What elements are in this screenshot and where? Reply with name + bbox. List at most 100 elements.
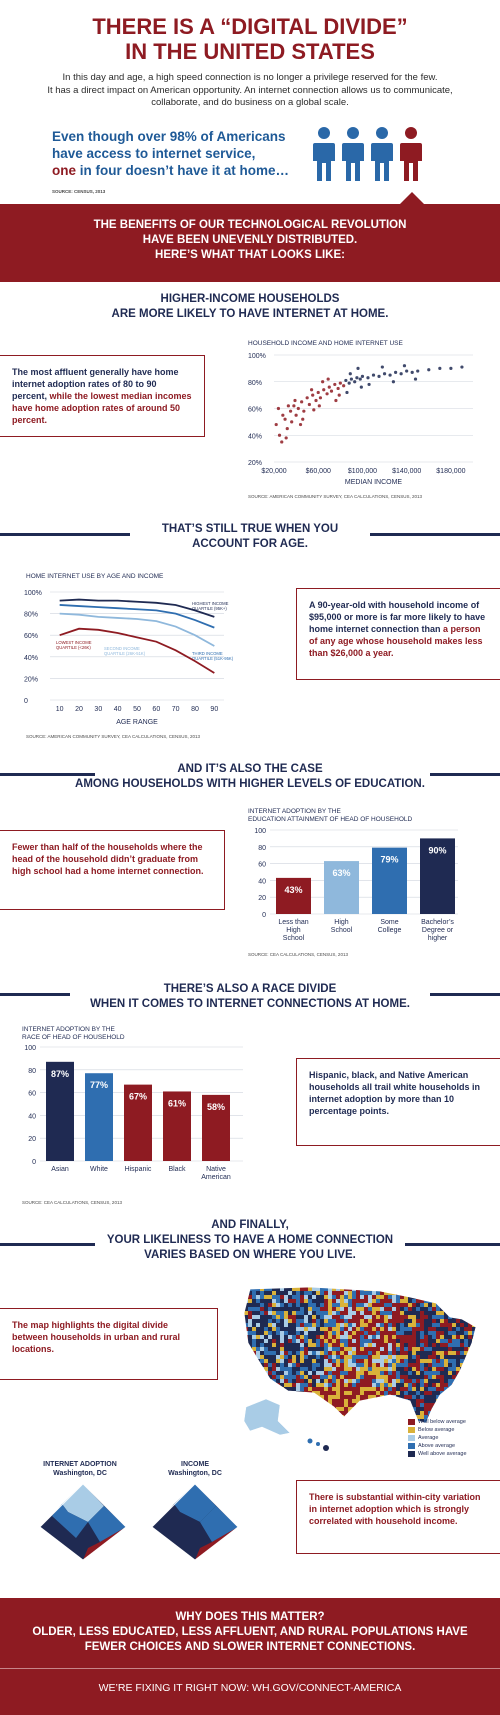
county-cell — [408, 1343, 412, 1347]
county-cell — [328, 1395, 332, 1399]
county-cell — [284, 1319, 288, 1323]
county-cell — [360, 1423, 364, 1427]
edu-heading-pre: AMONG HOUSEHOLDS WITH HIGHER LEVELS OF — [75, 778, 355, 790]
county-cell — [288, 1291, 292, 1295]
county-cell — [420, 1403, 424, 1407]
county-cell — [288, 1295, 292, 1299]
county-cell — [400, 1399, 404, 1403]
county-cell — [312, 1311, 316, 1315]
county-cell — [464, 1407, 468, 1411]
county-cell — [324, 1351, 328, 1355]
county-cell — [452, 1303, 456, 1307]
county-cell — [312, 1351, 316, 1355]
county-cell — [312, 1395, 316, 1399]
county-cell — [380, 1415, 384, 1419]
county-cell — [268, 1291, 272, 1295]
county-cell — [264, 1335, 268, 1339]
county-cell — [360, 1323, 364, 1327]
county-cell — [252, 1319, 256, 1323]
county-cell — [336, 1399, 340, 1403]
scatter-point — [288, 409, 293, 413]
county-cell — [372, 1383, 376, 1387]
county-cell — [372, 1419, 376, 1423]
county-cell — [372, 1339, 376, 1343]
county-cell — [272, 1307, 276, 1311]
county-cell — [472, 1383, 476, 1387]
county-cell — [272, 1375, 276, 1379]
county-cell — [476, 1411, 480, 1415]
county-cell — [468, 1411, 472, 1415]
county-cell — [244, 1343, 248, 1347]
county-cell — [292, 1371, 296, 1375]
county-cell — [288, 1407, 292, 1411]
county-cell — [364, 1355, 368, 1359]
county-cell — [340, 1315, 344, 1319]
race-heading-bold: RACE — [262, 983, 295, 995]
county-cell — [452, 1291, 456, 1295]
county-cell — [392, 1315, 396, 1319]
age-heading: THAT’S STILL TRUE WHEN YOU ACCOUNT FOR A… — [0, 522, 500, 552]
county-cell — [464, 1371, 468, 1375]
county-cell — [412, 1363, 416, 1367]
county-cell — [288, 1311, 292, 1315]
bar — [85, 1073, 113, 1161]
county-cell — [468, 1311, 472, 1315]
scatter-point — [294, 413, 298, 417]
county-cell — [452, 1403, 456, 1407]
category-label: School — [283, 935, 305, 942]
edu-chart-title-2: EDUCATION ATTAINMENT OF HEAD OF HOUSEHOL… — [248, 816, 413, 823]
county-cell — [316, 1371, 320, 1375]
county-cell — [316, 1331, 320, 1335]
county-cell — [408, 1363, 412, 1367]
county-cell — [376, 1295, 380, 1299]
county-cell — [340, 1335, 344, 1339]
county-cell — [444, 1299, 448, 1303]
county-cell — [432, 1283, 436, 1287]
county-cell — [320, 1291, 324, 1295]
county-cell — [436, 1311, 440, 1315]
county-cell — [332, 1307, 336, 1311]
county-cell — [420, 1291, 424, 1295]
county-cell — [368, 1291, 372, 1295]
county-cell — [432, 1331, 436, 1335]
county-cell — [416, 1379, 420, 1383]
county-cell — [344, 1323, 348, 1327]
county-cell — [476, 1319, 480, 1323]
person-head — [376, 127, 388, 139]
county-cell — [416, 1307, 420, 1311]
county-cell — [432, 1335, 436, 1339]
county-cell — [324, 1295, 328, 1299]
county-cell — [280, 1307, 284, 1311]
county-cell — [244, 1315, 248, 1319]
scatter-point — [322, 388, 326, 392]
bar-value-label: 77% — [90, 1080, 108, 1090]
county-cell — [268, 1283, 272, 1287]
county-cell — [272, 1283, 276, 1287]
county-cell — [356, 1403, 360, 1407]
county-cell — [316, 1363, 320, 1367]
footer-cta-link[interactable]: WE’RE FIXING IT RIGHT NOW: WH.GOV/CONNEC… — [98, 1682, 402, 1694]
county-cell — [428, 1315, 432, 1319]
footer-line-3: FEWER CHOICES AND SLOWER INTERNET CONNEC… — [84, 1641, 416, 1653]
county-cell — [256, 1299, 260, 1303]
county-cell — [240, 1383, 244, 1387]
county-cell — [248, 1367, 252, 1371]
category-label: Degree or — [422, 927, 454, 934]
county-cell — [304, 1335, 308, 1339]
county-cell — [264, 1339, 268, 1343]
county-cell — [248, 1307, 252, 1311]
county-cell — [408, 1323, 412, 1327]
county-cell — [268, 1315, 272, 1319]
scatter-point — [314, 398, 318, 403]
county-cell — [340, 1363, 344, 1367]
y-tick-label: 100% — [24, 590, 42, 597]
county-cell — [256, 1367, 260, 1371]
county-cell — [440, 1287, 444, 1291]
county-cell — [300, 1327, 304, 1331]
county-cell — [368, 1363, 372, 1367]
scatter-point — [301, 417, 305, 421]
county-cell — [380, 1391, 384, 1395]
county-cell — [256, 1319, 260, 1323]
age-callout: A 90-year-old with household income of $… — [296, 588, 500, 680]
county-cell — [280, 1291, 284, 1295]
